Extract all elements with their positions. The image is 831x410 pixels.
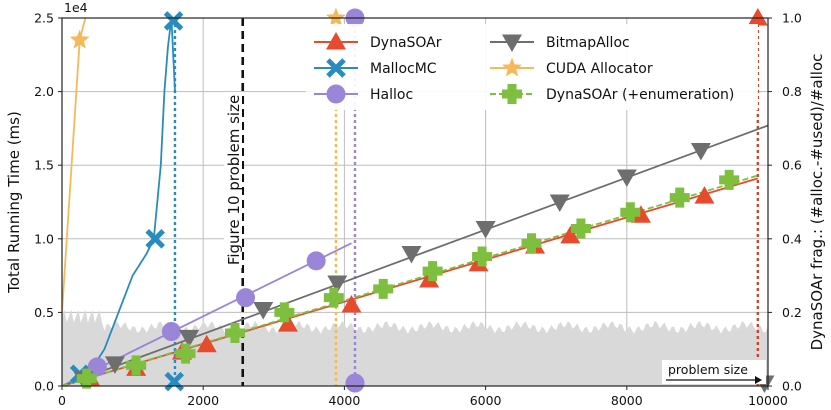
marker-4-0 <box>69 29 90 49</box>
marker-3-8 <box>616 169 637 187</box>
marker-2-3 <box>306 251 326 271</box>
y2-axis-label: DynaSOAr frag.: (#alloc.-#used)/#alloc <box>808 54 826 351</box>
marker-5-8 <box>472 246 493 267</box>
marker-1-1-b <box>145 229 165 249</box>
marker-3-2 <box>179 329 200 348</box>
marker-0-11 <box>694 186 715 204</box>
marker-3-7 <box>549 194 570 212</box>
svg-text:problem size: problem size <box>668 362 748 377</box>
marker-1-3-b <box>164 371 185 392</box>
y2-tick-label-4: 0.8 <box>782 84 802 99</box>
legend-marker-4 <box>502 57 522 77</box>
marker-0-10 <box>630 205 651 223</box>
y2-ticks: 0.0 0.2 0.4 0.6 0.8 1.0 <box>768 11 802 394</box>
marker-5-11 <box>620 202 641 223</box>
marker-5-3 <box>224 323 245 344</box>
legend: DynaSOAr MallocMC Halloc BitmapAlloc CUDA Al… <box>306 24 758 110</box>
legend-label-3: BitmapAlloc <box>546 35 630 51</box>
marker-5-6 <box>373 278 394 299</box>
marker-1-1 <box>145 229 165 249</box>
legend-marker-2 <box>326 84 346 104</box>
plot-frame <box>61 17 769 387</box>
marker-1-3 <box>164 371 185 392</box>
marker-3-9 <box>690 142 711 161</box>
marker-2-2 <box>236 288 256 308</box>
y-tick-label-5: 2.5 <box>34 11 54 26</box>
legend-marker-1 <box>326 58 346 78</box>
y-tick-label-2: 1.0 <box>34 231 54 246</box>
marker-5-4 <box>274 302 295 323</box>
x-tick-label-1: 2000 <box>187 393 219 408</box>
marker-0-9 <box>560 225 581 244</box>
y-tick-label-1: 0.5 <box>34 305 54 320</box>
x-tick-label-5: 10000 <box>748 393 788 408</box>
x-tick-label-2: 4000 <box>328 393 360 408</box>
y2-tick-label-1: 0.2 <box>782 305 802 320</box>
legend-label-0: DynaSOAr <box>370 35 442 51</box>
marker-3-1 <box>104 356 125 374</box>
marker-1-2 <box>163 11 184 31</box>
marker-5-2 <box>175 343 196 364</box>
legend-label-2: Halloc <box>370 87 413 103</box>
legend-marker-0 <box>326 32 346 50</box>
marker-2-5 <box>345 373 365 393</box>
y2-tick-label-5: 1.0 <box>782 11 802 26</box>
y-tick-label-4: 2.0 <box>34 84 54 99</box>
marker-4-1 <box>325 7 346 27</box>
y2-tick-label-0: 0.0 <box>782 379 802 394</box>
x-axis-arrowhead <box>755 376 762 384</box>
annotation-label: Figure 10 problem size <box>224 92 243 268</box>
marker-5-9 <box>521 233 542 254</box>
marker-5-5 <box>323 287 344 308</box>
y-axis-label: Total Running Time (ms) <box>5 111 23 294</box>
marker-5-7 <box>422 261 443 282</box>
marker-3-6 <box>475 220 496 239</box>
marker-5-13 <box>719 169 740 190</box>
marker-5-12 <box>669 187 690 208</box>
x-tick-label-4: 8000 <box>611 393 643 408</box>
y-ticks: 0.0 0.5 1.0 1.5 2.0 2.5 <box>34 11 62 394</box>
x-tick-label-3: 6000 <box>470 393 502 408</box>
legend-label-5: DynaSOAr (+enumeration) <box>546 87 734 103</box>
x-ticks: 0 2000 4000 6000 8000 10000 <box>58 386 788 408</box>
marker-group <box>69 7 775 394</box>
legend-marker-1-b <box>326 58 346 78</box>
marker-3-4 <box>327 275 348 293</box>
marker-5-1 <box>126 355 147 376</box>
marker-2-1 <box>161 322 181 342</box>
marker-5-10 <box>570 218 591 239</box>
marker-0-12 <box>747 8 768 26</box>
marker-0-4 <box>277 314 298 332</box>
marker-0-3 <box>196 334 217 353</box>
svg-text:Figure 10 problem size: Figure 10 problem size <box>225 95 243 265</box>
marker-5-0 <box>76 368 97 389</box>
x-tick-label-0: 0 <box>58 393 66 408</box>
marker-3-3 <box>253 301 274 320</box>
y-scale-note: 1e4 <box>64 0 88 15</box>
y-tick-label-0: 0.0 <box>34 379 54 394</box>
x-axis-label-box: problem size <box>662 360 766 384</box>
marker-3-5 <box>401 246 422 264</box>
legend-label-1: MallocMC <box>370 61 437 77</box>
legend-label-4: CUDA Allocator <box>546 61 653 77</box>
marker-0-5 <box>341 295 362 313</box>
y-tick-label-3: 1.5 <box>34 158 54 173</box>
legend-marker-3 <box>502 34 522 52</box>
legend-marker-5 <box>502 84 522 104</box>
y2-tick-label-2: 0.4 <box>782 231 802 246</box>
y2-tick-label-3: 0.6 <box>782 158 802 173</box>
marker-1-2-b <box>163 11 184 31</box>
